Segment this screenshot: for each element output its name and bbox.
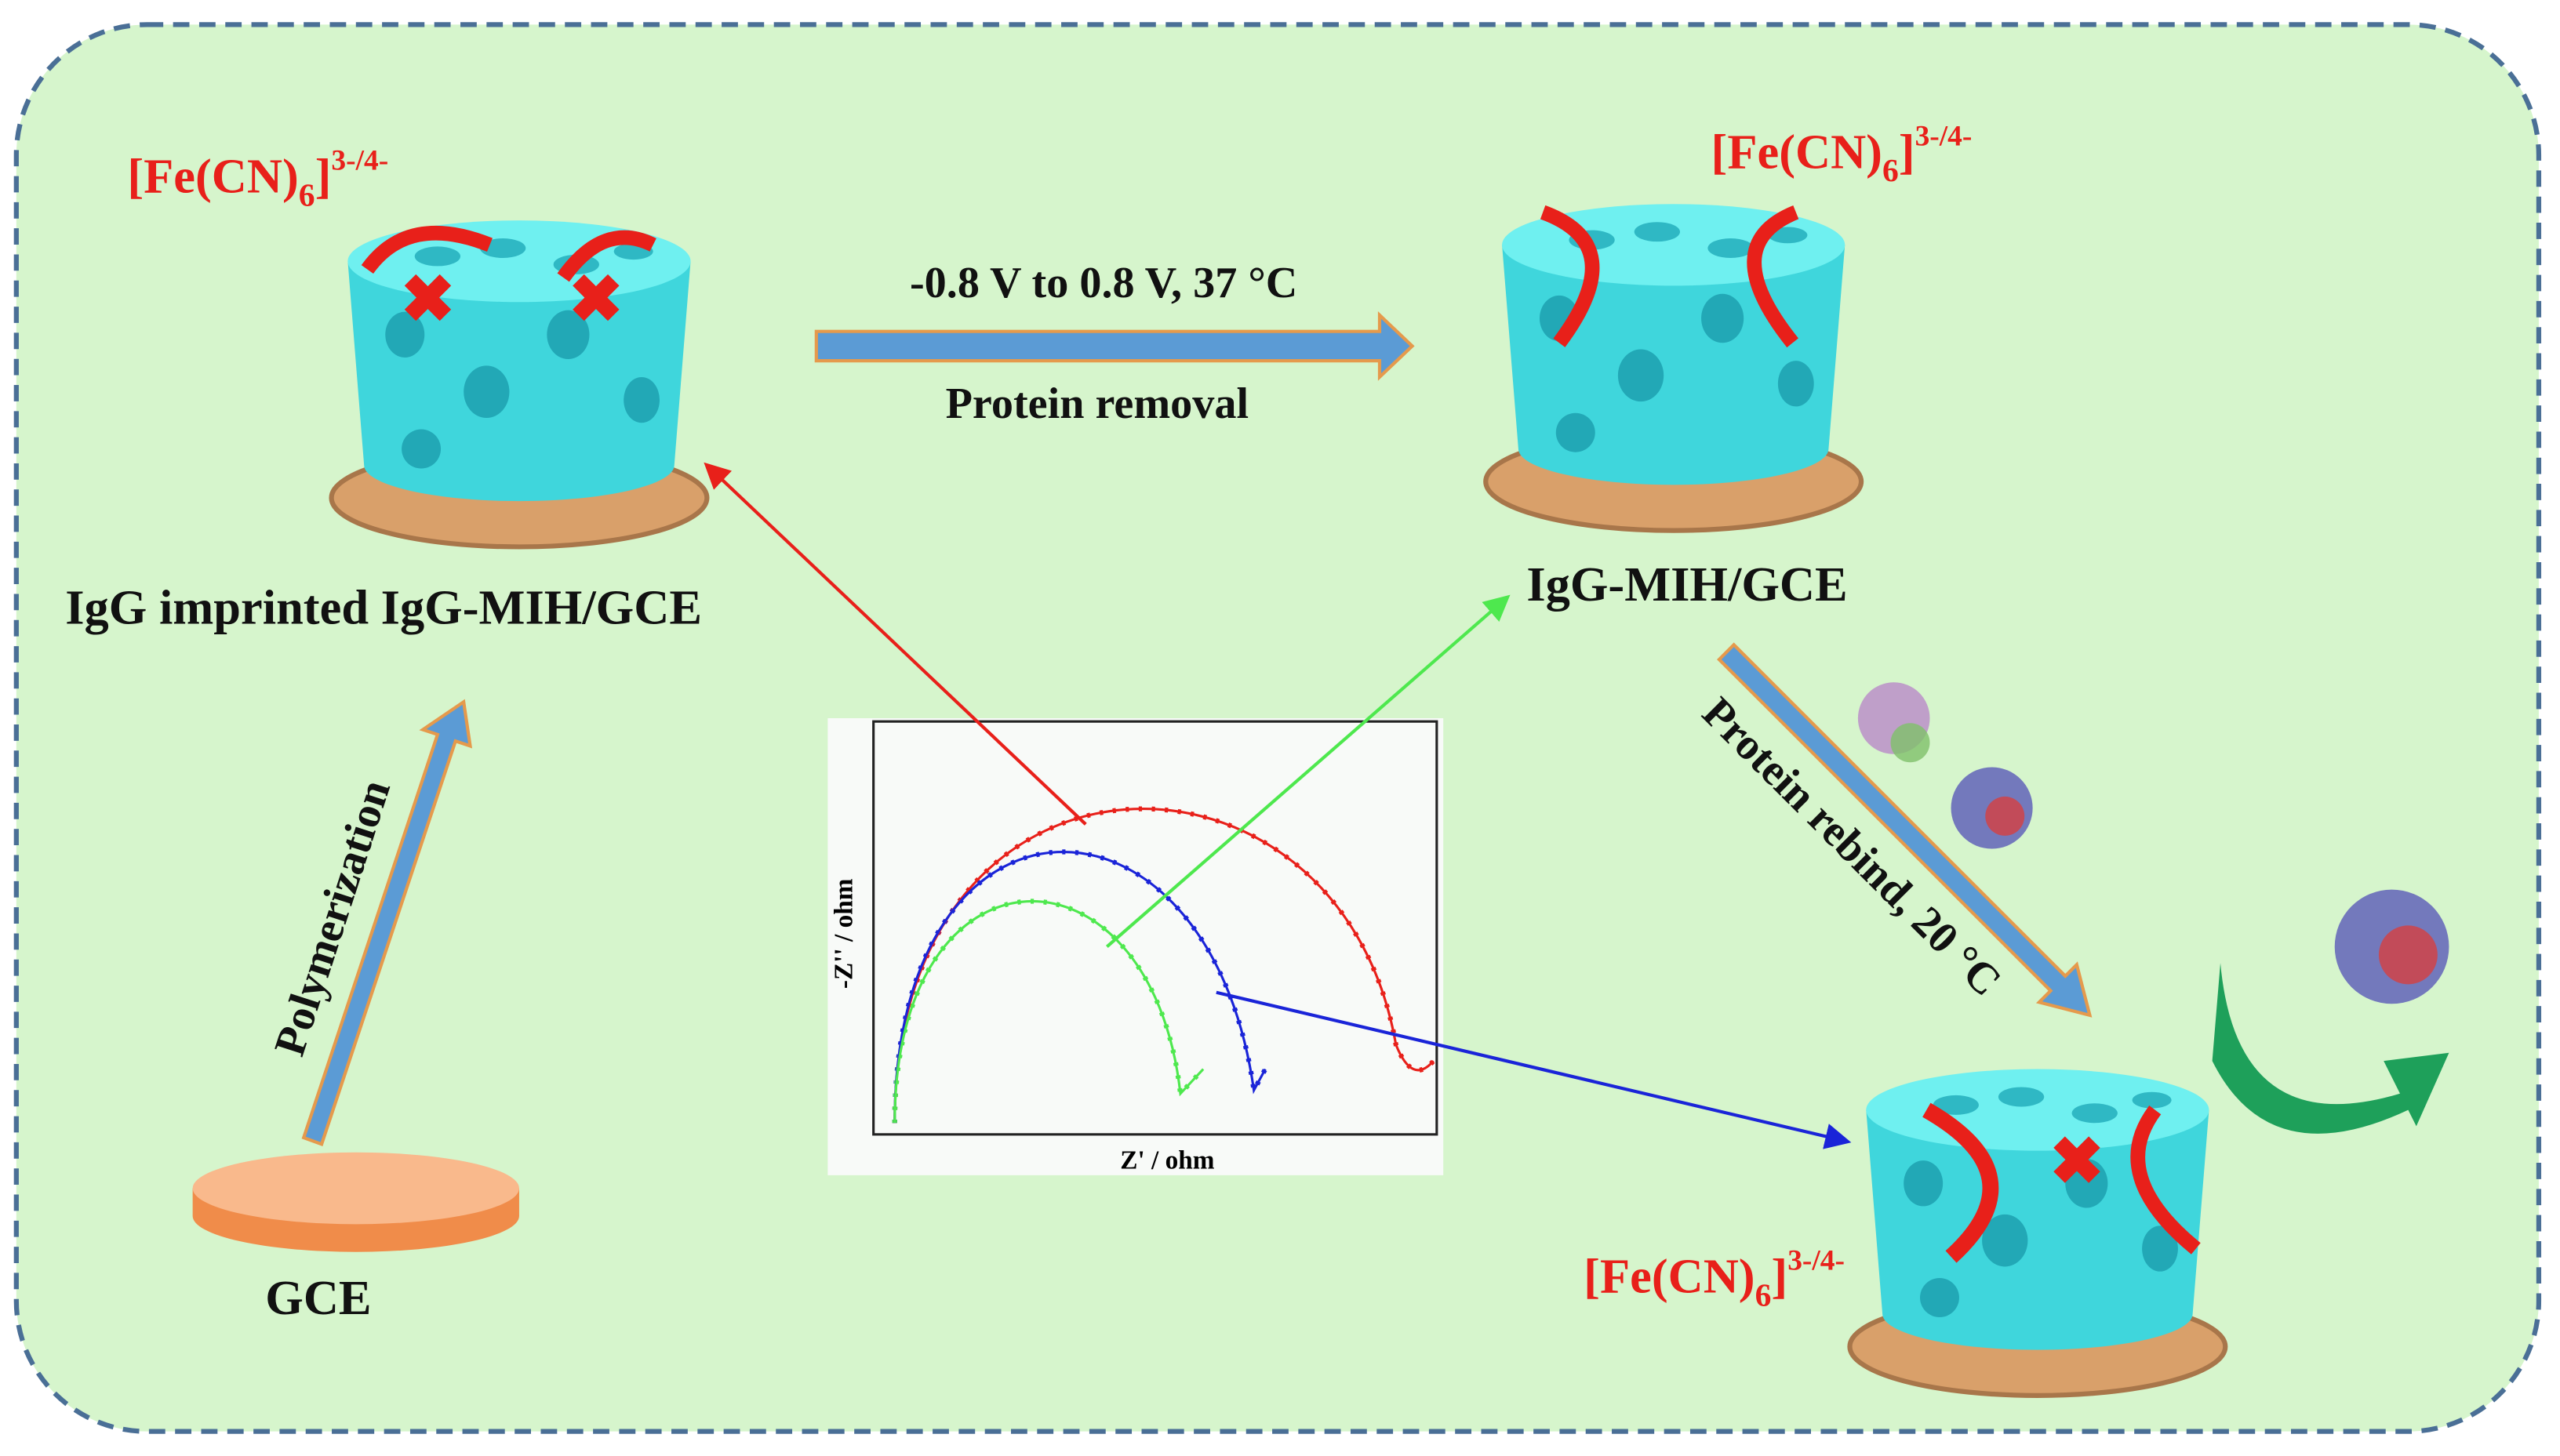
impedance-curve	[893, 899, 1205, 1124]
inset-plot	[827, 718, 1444, 1175]
imprinted-electrode	[332, 220, 707, 546]
block-mark: ✖	[569, 264, 624, 336]
ion-label: [Fe(CN)6]3-/4-	[1711, 120, 1973, 189]
template-free-electrode	[1485, 204, 1861, 530]
ion-flow	[1747, 205, 1799, 348]
block-mark: ✖	[2049, 1126, 2104, 1198]
inset-axes	[872, 720, 1438, 1136]
bare-electrode	[192, 1152, 519, 1225]
connector	[1105, 594, 1511, 949]
impedance-curve	[893, 851, 1267, 1124]
ion-flow	[1540, 205, 1600, 347]
connector	[704, 462, 1087, 826]
electrode-label: IgG imprinted IgG-MIH/GCE	[65, 579, 702, 634]
blocked-flow	[557, 230, 656, 282]
protein-icons	[1857, 682, 2449, 1004]
ion-label: [Fe(CN)6]3-/4-	[127, 145, 388, 214]
step-arrow	[814, 310, 1415, 381]
ion-flow	[1922, 1102, 1999, 1263]
inset-y-label: -Z'' / ohm	[830, 878, 859, 989]
inset-x-label: Z' / ohm	[1120, 1146, 1215, 1175]
step-arrow	[301, 699, 473, 1147]
blocked-flow	[2130, 1105, 2201, 1254]
blocked-flow	[361, 225, 493, 274]
step-label: Protein removal	[946, 379, 1249, 428]
step-label: -0.8 V to 0.8 V, 37 °C	[910, 259, 1297, 307]
release-arrow	[2212, 963, 2449, 1134]
electrode-label: GCE	[265, 1270, 371, 1325]
block-mark: ✖	[401, 264, 456, 336]
connector	[1216, 990, 1852, 1149]
ion-label: [Fe(CN)6]3-/4-	[1584, 1245, 1845, 1314]
step-arrow	[1717, 642, 2093, 1018]
electrode-label: IgG-MIH/GCE	[1526, 557, 1847, 612]
